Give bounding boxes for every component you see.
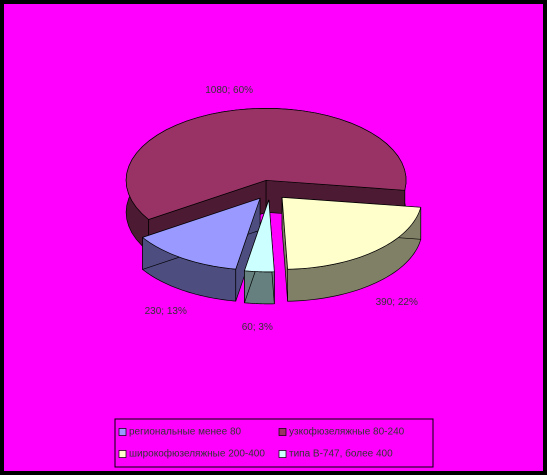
legend-swatch [278,450,287,458]
slice-top [281,196,422,270]
slice-top [141,197,261,270]
legend-label: узкофюзеляжные 80-240 [289,426,405,438]
legend-label: региональные менее 80 [129,427,242,438]
data-label: 230; 13% [145,306,187,317]
data-label: 390; 22% [376,297,418,308]
slice [244,199,275,305]
legend-label: типа B-747, более 400 [289,448,393,460]
data-label: 60; 3% [242,322,273,333]
data-label: 1080; 60% [205,85,253,96]
slice-top [125,108,407,220]
slice [281,196,422,302]
legend-swatch [278,428,287,436]
legend-box [114,418,434,468]
legend-label: широкофюзеляжные 200-400 [129,448,265,460]
legend-swatch [118,450,127,458]
slice [141,197,261,302]
slice-top [244,199,275,273]
legend-swatch [118,428,127,436]
